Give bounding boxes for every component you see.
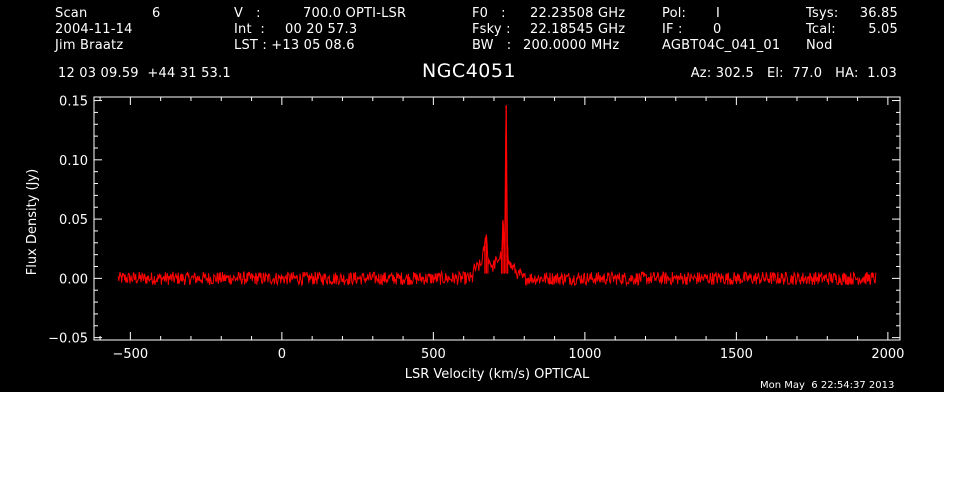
scan-label: Scan (55, 6, 88, 21)
x-tick-label: 0 (278, 347, 286, 362)
az-el-ha: Az: 302.5 El: 77.0 HA: 1.03 (690, 66, 897, 81)
fsky-value: 22.18545 GHz (530, 22, 626, 37)
y-tick-label: 0.10 (59, 154, 88, 169)
project-id: AGBT04C_041_01 (662, 38, 781, 53)
y-tick-label: 0.00 (59, 272, 88, 287)
bw-label: BW : (472, 38, 512, 53)
x-tick-label: −500 (113, 347, 149, 362)
x-tick-label: 1000 (568, 347, 601, 362)
y-tick-label: 0.05 (59, 213, 88, 228)
tick-group: −500 0 500 1000 1500 2000 −0.05 0.00 0.05 0.10 0.1… (48, 95, 904, 362)
x-axis-label: LSR Velocity (km/s) OPTICAL (405, 367, 590, 382)
f0-value: 22.23508 GHz (530, 6, 626, 21)
y-tick-label: −0.05 (48, 332, 88, 347)
int-value: 00 20 57.3 (285, 22, 358, 37)
pol-label: Pol: (662, 6, 687, 21)
lst-value: LST : +13 05 08.6 (234, 38, 355, 53)
bw-value: 200.0000 MHz (523, 38, 620, 53)
if-label: IF : (662, 22, 683, 37)
tcal-label: Tcal: (806, 22, 836, 37)
plot-timestamp: Mon May 6 22:54:37 2013 (760, 380, 895, 391)
int-label: Int : (234, 22, 266, 37)
y-tick-label: 0.15 (59, 95, 88, 110)
f0-label: F0 : (472, 6, 506, 21)
object-title: NGC4051 (422, 60, 517, 82)
x-tick-label: 500 (421, 347, 446, 362)
plot-frame (93, 96, 901, 341)
scan-value: 6 (152, 6, 161, 21)
observer-name: Jim Braatz (55, 38, 124, 53)
y-axis-label: Flux Density (Jy) (25, 169, 40, 275)
plot-axes (93, 96, 901, 341)
x-tick-label: 2000 (871, 347, 904, 362)
velocity-label: V : (234, 6, 261, 21)
velocity-value: 700.0 OPTI-LSR (303, 6, 407, 21)
spectrum-trace-group (117, 105, 877, 287)
pol-value: I (716, 6, 721, 21)
x-tick-label: 1500 (720, 347, 753, 362)
tsys-label: Tsys: (806, 6, 839, 21)
fsky-label: Fsky : (472, 22, 511, 37)
if-value: 0 (713, 22, 722, 37)
spectrum-trace (117, 105, 877, 287)
spectrum-chart: −500 0 500 1000 1500 2000 −0.05 0.00 0.05 0.10 0.1… (25, 95, 904, 382)
tsys-value: 36.85 (859, 6, 898, 21)
obs-date: 2004-11-14 (55, 22, 133, 37)
obs-mode: Nod (806, 38, 833, 53)
tcal-value: 5.05 (868, 22, 898, 37)
sky-coordinates: 12 03 09.59 +44 31 53.1 (58, 66, 231, 81)
plot-panel: Scan 6 2004-11-14 Jim Braatz V : 700.0 O… (0, 0, 944, 392)
